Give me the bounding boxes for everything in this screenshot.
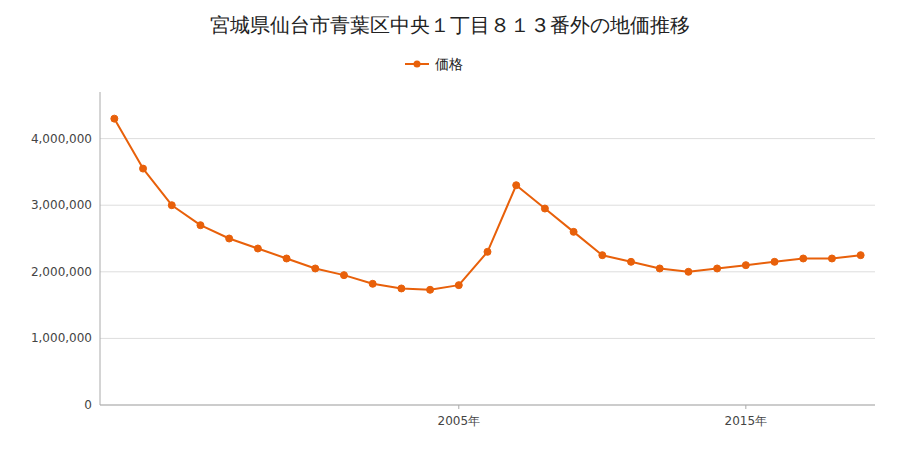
- y-axis-line: [100, 92, 101, 405]
- marker: [800, 255, 807, 262]
- grid-line: [100, 138, 875, 139]
- marker: [254, 245, 261, 252]
- marker: [513, 182, 520, 189]
- y-tick-label: 0: [84, 398, 92, 412]
- marker: [168, 202, 175, 209]
- marker: [140, 165, 147, 172]
- grid-line: [100, 271, 875, 272]
- marker: [340, 272, 347, 279]
- x-tick-label: 2005年: [438, 414, 481, 428]
- x-tick: [745, 405, 746, 409]
- marker: [599, 252, 606, 259]
- grid-line: [100, 405, 875, 406]
- marker: [656, 265, 663, 272]
- marker: [398, 285, 405, 292]
- y-tick-label: 2,000,000: [31, 265, 92, 279]
- y-tick-label: 3,000,000: [31, 198, 92, 212]
- legend: 価格: [405, 56, 463, 72]
- data: [111, 115, 864, 293]
- marker: [197, 222, 204, 229]
- marker: [369, 280, 376, 287]
- marker: [714, 265, 721, 272]
- chart: 宮城県仙台市青葉区中央１丁目８１３番外の地価推移 0 1,000,000 2,000,…: [0, 0, 900, 450]
- marker: [283, 255, 290, 262]
- marker: [570, 228, 577, 235]
- line: [114, 119, 860, 290]
- marker: [455, 282, 462, 289]
- marker: [742, 262, 749, 269]
- title: 宮城県仙台市青葉区中央１丁目８１３番外の地価推移: [210, 13, 690, 37]
- grid: [100, 139, 875, 405]
- x-axis-line: [100, 405, 875, 406]
- legend-marker: [414, 61, 421, 68]
- marker: [771, 258, 778, 265]
- marker: [427, 286, 434, 293]
- marker: [226, 235, 233, 242]
- grid-line: [100, 338, 875, 339]
- marker: [541, 205, 548, 212]
- marker: [484, 248, 491, 255]
- y-tick-label: 4,000,000: [31, 132, 92, 146]
- x-tick-label: 2015年: [725, 414, 768, 428]
- marker: [828, 255, 835, 262]
- marker: [685, 268, 692, 275]
- marker: [857, 252, 864, 259]
- marker: [628, 258, 635, 265]
- x-tick: [458, 405, 459, 409]
- y-tick-label: 1,000,000: [31, 331, 92, 345]
- legend-label: 価格: [435, 56, 463, 72]
- marker: [111, 115, 118, 122]
- marker: [312, 265, 319, 272]
- grid-line: [100, 205, 875, 206]
